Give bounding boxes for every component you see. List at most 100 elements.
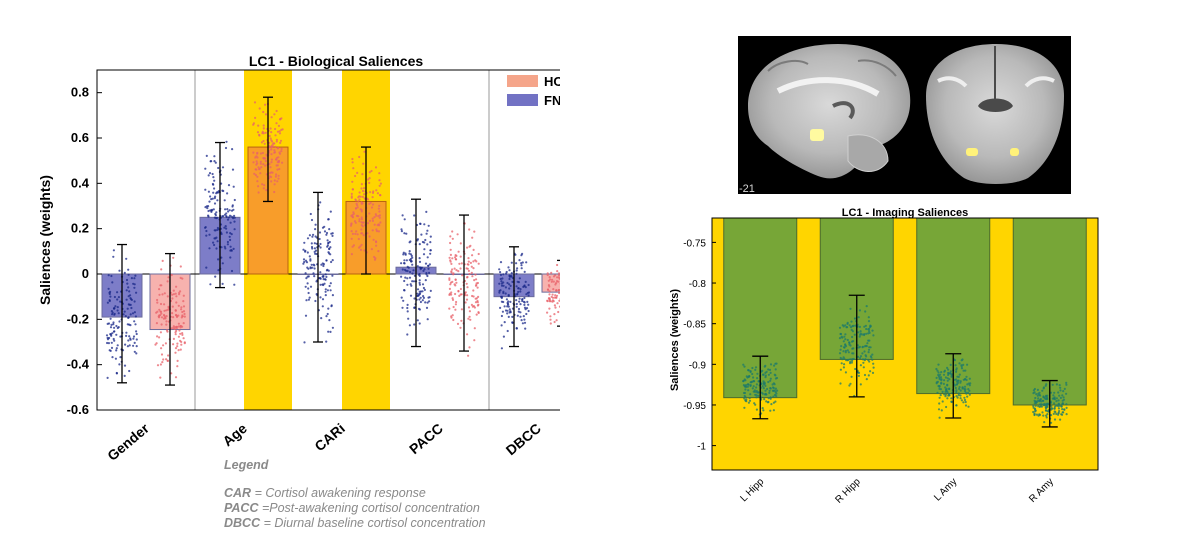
scatter-point <box>958 373 961 376</box>
scatter-point-hc <box>559 298 560 300</box>
scatter-point-fnd <box>211 208 214 211</box>
scatter-point-fnd <box>515 305 518 308</box>
scatter-point-fnd <box>327 307 330 310</box>
scatter-point-fnd <box>500 300 503 303</box>
scatter-point-hc <box>166 308 170 311</box>
scatter-point-fnd <box>517 290 520 293</box>
scatter-point-hc <box>374 166 378 169</box>
scatter-point-fnd <box>310 218 314 222</box>
scatter-point-hc <box>374 240 378 243</box>
scatter-point-fnd <box>208 233 211 236</box>
scatter-point-fnd <box>511 315 514 318</box>
scatter-point-fnd <box>117 312 120 315</box>
scatter-point <box>871 371 875 374</box>
scatter-point <box>959 394 962 397</box>
scatter-point-fnd <box>407 317 410 320</box>
scatter-point-fnd <box>210 210 213 213</box>
scatter-point-hc <box>259 162 262 165</box>
scatter-point <box>1038 405 1041 408</box>
scatter-point-fnd <box>220 246 223 249</box>
scatter-point <box>955 370 958 373</box>
x-tick-label: R Amy <box>1027 476 1056 505</box>
scatter-point-fnd <box>230 269 234 273</box>
scatter-point <box>1045 395 1048 398</box>
scatter-point-fnd <box>207 209 210 213</box>
scatter-point <box>967 405 970 408</box>
scatter-point <box>1058 384 1061 387</box>
scatter-point <box>761 385 764 388</box>
scatter-point-hc <box>180 340 183 343</box>
scatter-point-fnd <box>325 231 329 235</box>
scatter-point-fnd <box>116 306 119 309</box>
scatter-point-fnd <box>423 248 426 251</box>
scatter-point <box>850 340 854 343</box>
scatter-point-fnd <box>225 215 228 218</box>
scatter-point-hc <box>363 249 366 252</box>
scatter-point <box>963 396 966 399</box>
scatter-point <box>960 367 964 370</box>
scatter-point <box>1032 410 1035 414</box>
scatter-point <box>1059 418 1062 421</box>
scatter-point <box>1058 394 1061 397</box>
scatter-point-fnd <box>322 264 325 268</box>
scatter-point-fnd <box>420 233 423 236</box>
scatter-point-fnd <box>502 290 505 293</box>
scatter-point-fnd <box>426 256 429 259</box>
scatter-point-fnd <box>499 261 503 264</box>
scatter-point <box>1032 404 1035 408</box>
scatter-point <box>960 365 963 368</box>
scatter-point <box>1060 413 1063 416</box>
scatter-point-fnd <box>327 218 330 221</box>
scatter-point-hc <box>276 161 279 164</box>
scatter-point-hc <box>459 326 462 329</box>
scatter-point-fnd <box>319 283 322 286</box>
scatter-point-fnd <box>226 218 230 221</box>
scatter-point-fnd <box>128 290 131 293</box>
scatter-point-fnd <box>109 333 113 336</box>
scatter-point-fnd <box>224 146 228 150</box>
scatter-point-fnd <box>515 272 518 275</box>
x-tick-label: L Amy <box>932 476 959 503</box>
scatter-point-fnd <box>204 226 207 229</box>
scatter-point-hc <box>450 271 453 274</box>
scatter-point <box>838 352 842 355</box>
scatter-point-hc <box>453 256 457 259</box>
scatter-point-fnd <box>213 179 216 182</box>
scatter-point-fnd <box>526 300 529 303</box>
scatter-point-fnd <box>134 315 137 318</box>
scatter-point <box>774 362 777 365</box>
scatter-point-hc <box>472 305 475 308</box>
scatter-point <box>843 357 846 360</box>
scatter-point-fnd <box>328 319 331 322</box>
scatter-point <box>846 326 849 329</box>
scatter-point-hc <box>472 260 475 263</box>
scatter-point <box>839 348 842 351</box>
scatter-point-fnd <box>125 257 128 260</box>
scatter-point <box>963 398 967 402</box>
scatter-point <box>747 389 750 392</box>
scatter-point-hc <box>174 333 177 336</box>
scatter-point <box>1061 408 1064 411</box>
scatter-point-hc <box>183 315 186 318</box>
scatter-point-hc <box>363 187 366 190</box>
scatter-point-fnd <box>320 317 323 320</box>
scatter-point-hc <box>160 284 163 287</box>
scatter-point-fnd <box>519 303 522 306</box>
scatter-point-fnd <box>408 270 412 274</box>
scatter-point-hc <box>350 192 353 195</box>
scatter-point <box>1057 407 1060 410</box>
scatter-point-hc <box>271 143 274 146</box>
scatter-point-fnd <box>418 260 422 263</box>
scatter-point-hc <box>163 292 166 295</box>
scatter-point-hc <box>161 293 164 296</box>
scatter-point-hc <box>174 331 177 334</box>
scatter-point <box>842 366 845 369</box>
scatter-point-hc <box>278 167 281 171</box>
scatter-point-hc <box>466 275 469 279</box>
scatter-point-hc <box>556 276 559 279</box>
scatter-point <box>773 383 776 386</box>
scatter-point <box>949 370 952 373</box>
scatter-point <box>938 402 941 405</box>
scatter-point-hc <box>155 322 158 325</box>
scatter-point-fnd <box>520 262 523 265</box>
